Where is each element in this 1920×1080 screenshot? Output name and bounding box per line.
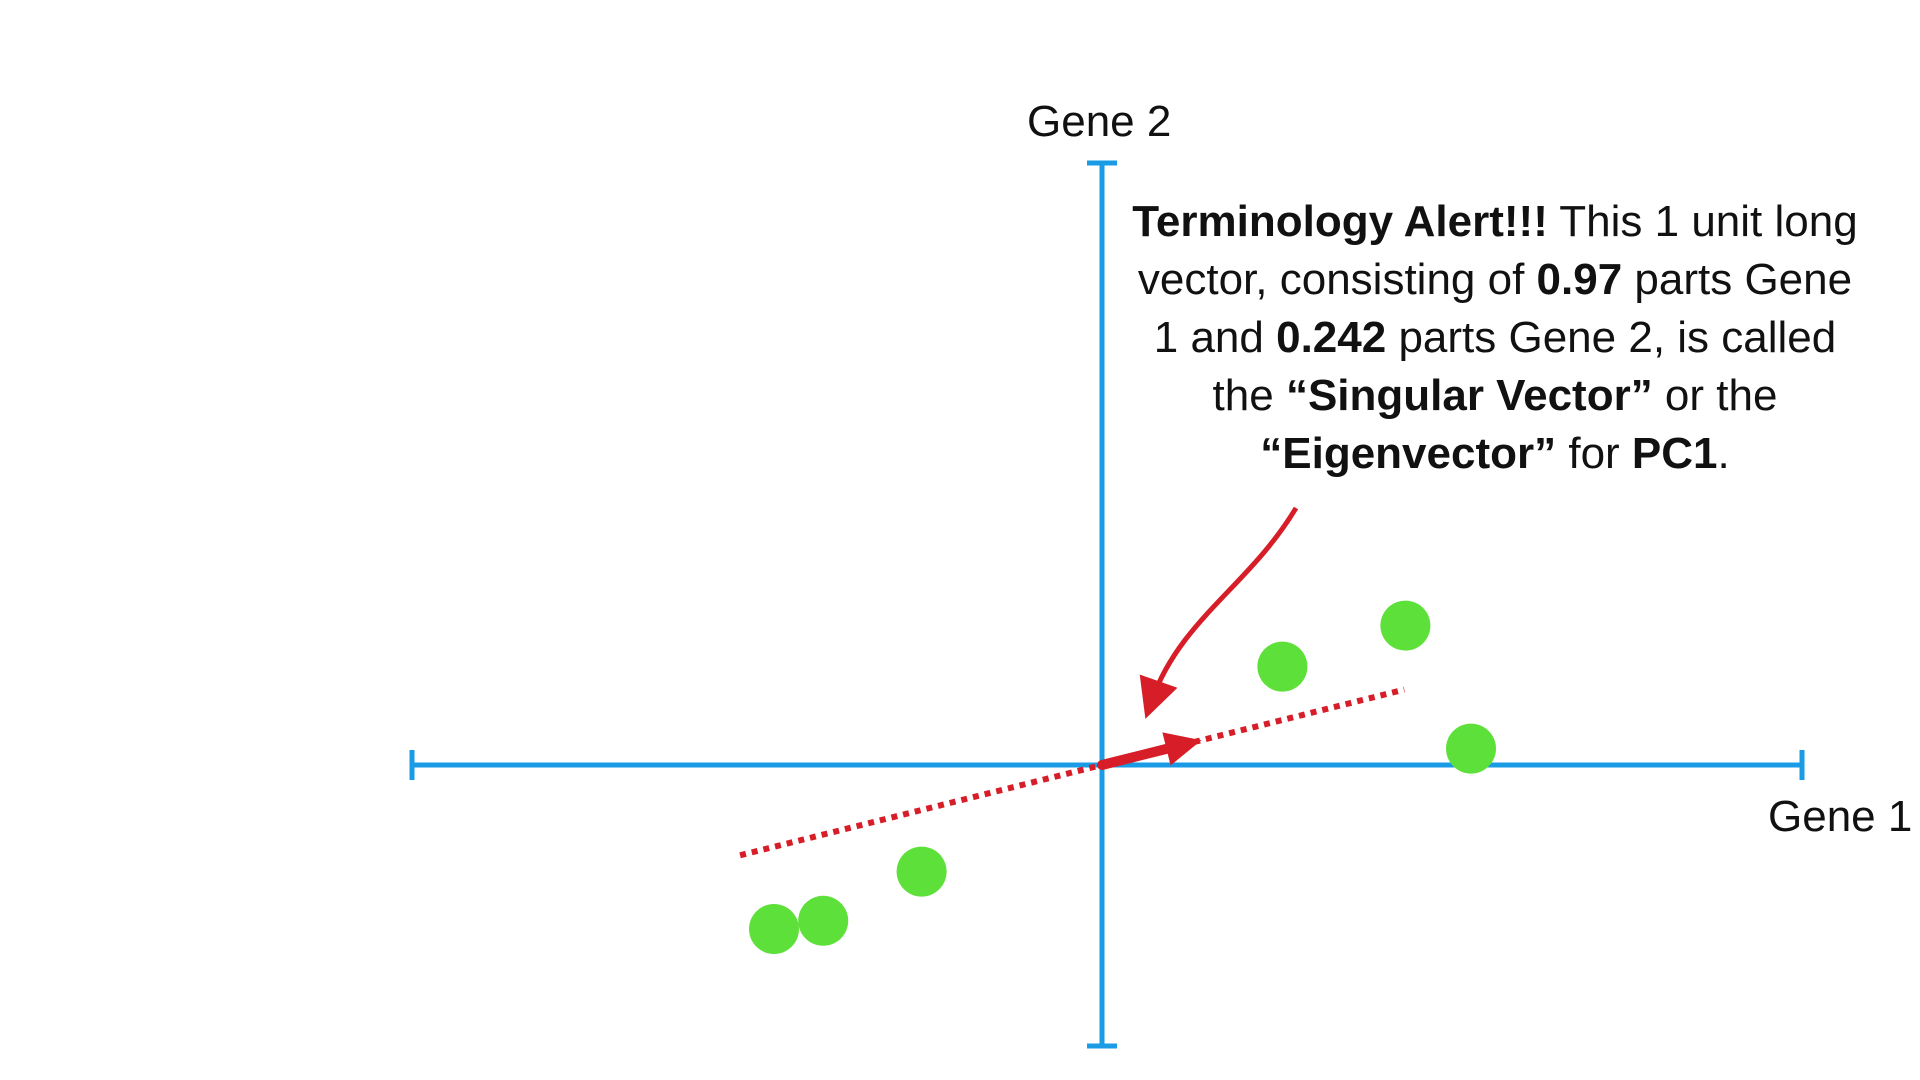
data-point	[1446, 724, 1496, 774]
data-point	[1380, 601, 1430, 651]
data-point	[749, 904, 799, 954]
callout-text-5: for	[1556, 429, 1632, 478]
data-point	[798, 896, 848, 946]
terminology-callout: Terminology Alert!!! This 1 unit long ve…	[1120, 193, 1870, 483]
callout-gene1-weight: 0.97	[1537, 255, 1623, 304]
data-point	[897, 847, 947, 897]
callout-alert-text: Terminology Alert!!!	[1132, 197, 1548, 246]
data-points	[749, 601, 1496, 954]
pc1-dotted-line	[740, 690, 1404, 856]
data-point	[1257, 642, 1307, 692]
callout-eigenvector-term: “Eigenvector”	[1260, 429, 1556, 478]
singular-vector-arrow	[1102, 732, 1201, 765]
singular-vector-arrowhead	[1162, 732, 1201, 765]
callout-singular-vector-term: “Singular Vector”	[1286, 371, 1653, 420]
callout-gene2-weight: 0.242	[1276, 313, 1386, 362]
y-axis-label: Gene 2	[1027, 100, 1171, 144]
x-axis-label: Gene 1	[1768, 795, 1912, 839]
callout-text-6: .	[1718, 429, 1730, 478]
callout-text-4: or the	[1653, 371, 1778, 420]
callout-pc1-term: PC1	[1632, 429, 1718, 478]
